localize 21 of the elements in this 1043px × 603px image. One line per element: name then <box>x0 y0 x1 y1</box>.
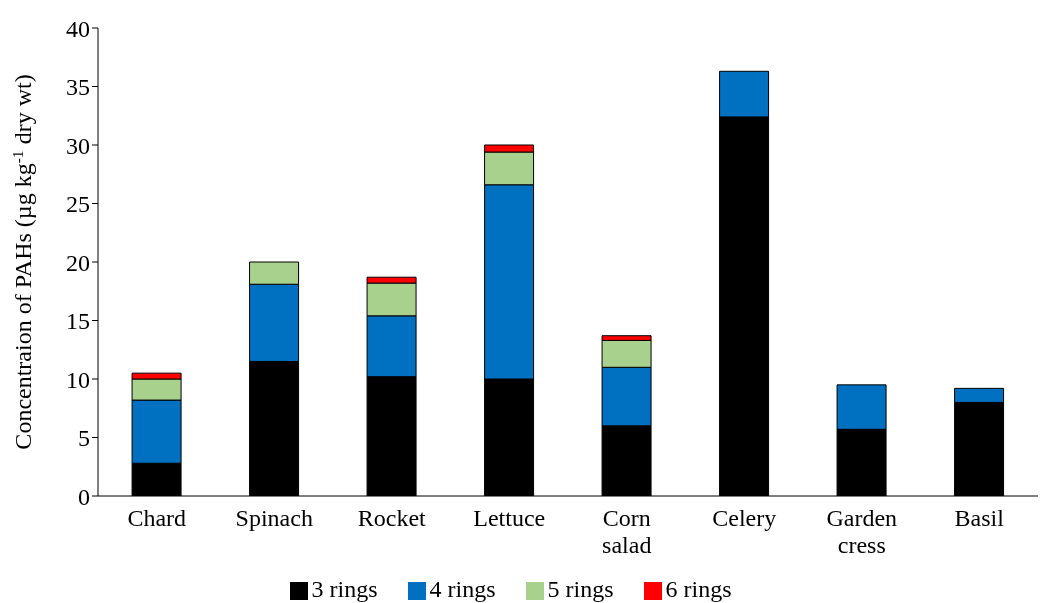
legend-label: 3 rings <box>311 576 378 602</box>
x-tick-label: Corn salad <box>602 505 652 558</box>
y-tick-label: 10 <box>66 366 90 393</box>
y-tick-label: 15 <box>66 308 90 335</box>
y-tick-label: 0 <box>78 483 90 510</box>
y-tick-label: 35 <box>66 74 90 101</box>
y-tick-label: 20 <box>66 249 90 276</box>
y-tick-label: 5 <box>78 425 90 452</box>
legend-label: 6 rings <box>665 576 732 602</box>
x-tick-label: Rocket <box>357 505 427 531</box>
y-tick-label: 25 <box>66 191 90 218</box>
x-tick-label: Lettuce <box>473 505 546 531</box>
legend-label: 5 rings <box>547 576 614 602</box>
x-tick-label: Chard <box>127 505 187 531</box>
x-tick-label: Celery <box>712 505 777 531</box>
x-tick-label: Spinach <box>235 505 313 531</box>
legend-label: 4 rings <box>429 576 496 602</box>
y-tick-label: 30 <box>66 132 90 159</box>
x-tick-label: Garden cress <box>826 505 898 558</box>
x-tick-label: Basil <box>954 505 1005 531</box>
y-tick-label: 40 <box>66 15 90 42</box>
